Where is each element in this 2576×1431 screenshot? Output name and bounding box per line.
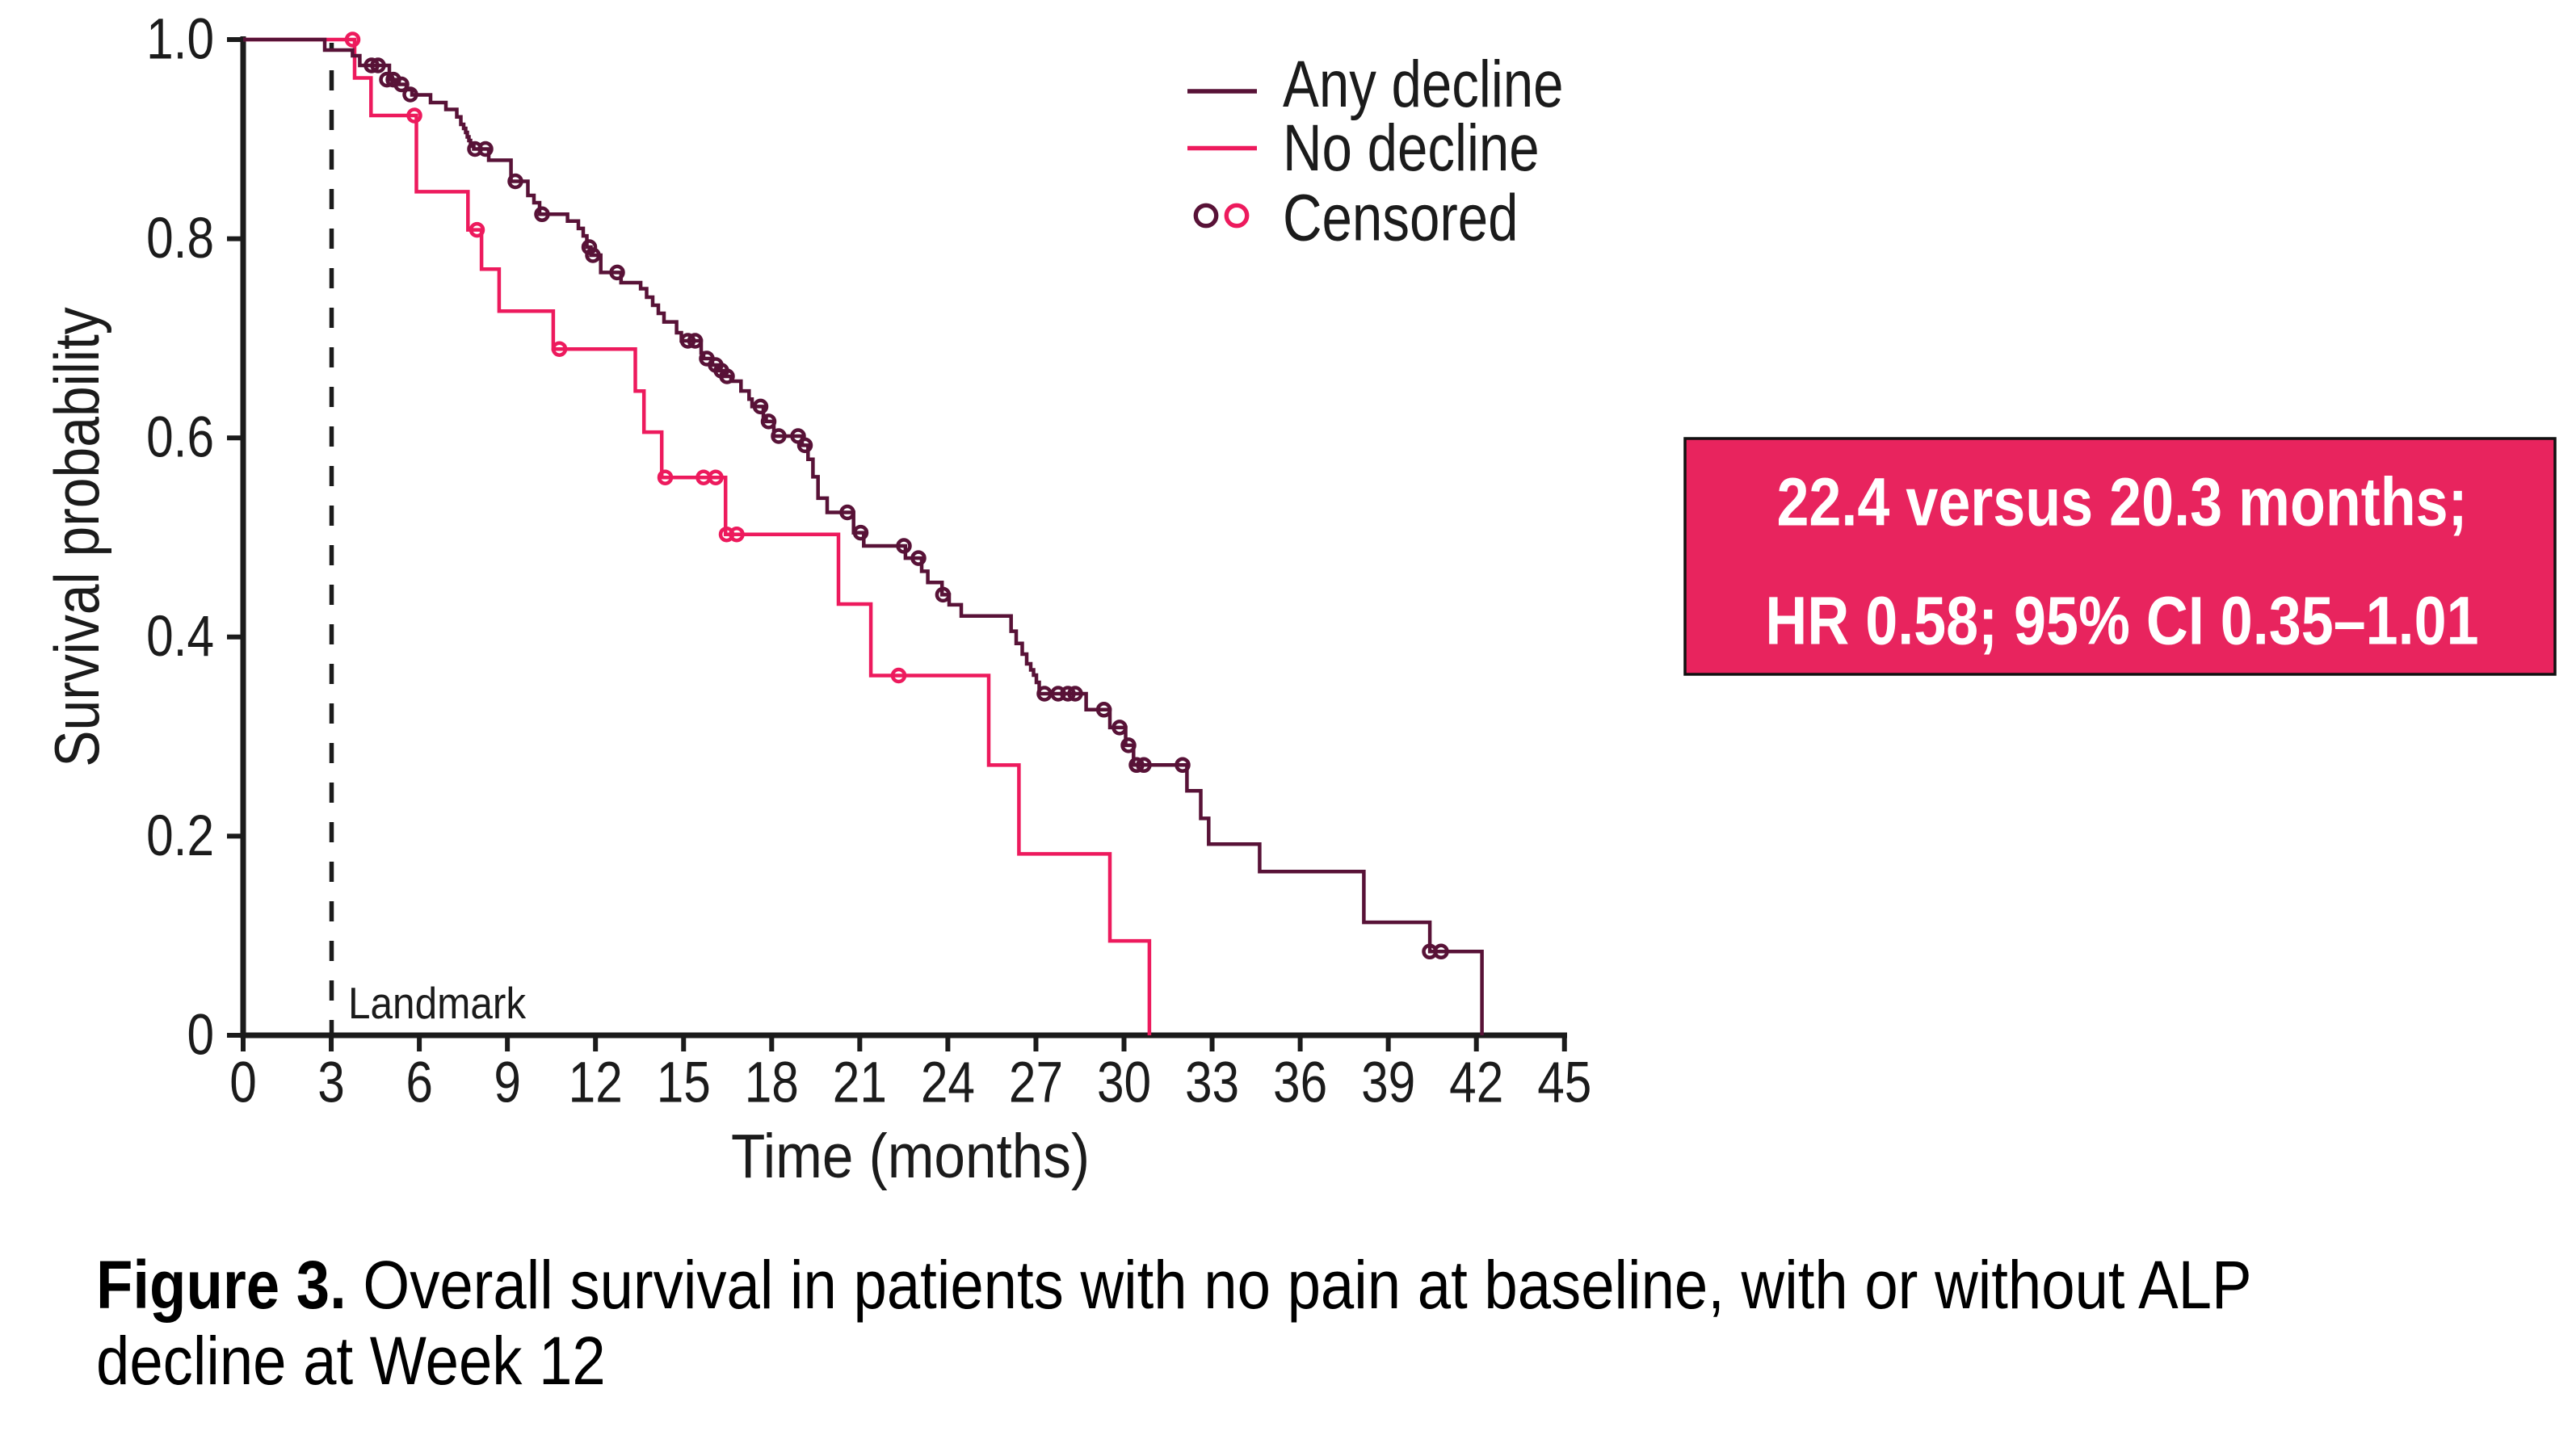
svg-text:3: 3 [317,1050,345,1114]
svg-text:22.4 versus 20.3 months;: 22.4 versus 20.3 months; [1776,464,2467,540]
svg-text:15: 15 [657,1050,711,1114]
svg-text:27: 27 [1009,1050,1063,1114]
svg-text:45: 45 [1537,1050,1591,1114]
svg-text:21: 21 [833,1050,887,1114]
svg-text:1.0: 1.0 [146,6,214,71]
svg-text:33: 33 [1185,1050,1239,1114]
svg-text:HR 0.58; 95% CI 0.35–1.01: HR 0.58; 95% CI 0.35–1.01 [1765,582,2478,659]
svg-text:No decline: No decline [1283,111,1540,185]
svg-text:Survival probability: Survival probability [43,307,112,767]
svg-text:Figure 3. Overall survival in: Figure 3. Overall survival in patients w… [96,1247,2252,1323]
svg-text:0.6: 0.6 [146,405,214,469]
svg-text:Time (months): Time (months) [731,1122,1090,1191]
svg-text:Landmark: Landmark [348,980,527,1029]
svg-text:30: 30 [1097,1050,1151,1114]
svg-text:42: 42 [1449,1050,1503,1114]
svg-text:0.4: 0.4 [146,604,214,669]
svg-text:12: 12 [569,1050,623,1114]
svg-text:6: 6 [406,1050,433,1114]
svg-text:Censored: Censored [1283,180,1518,254]
svg-text:Any decline: Any decline [1283,47,1564,121]
svg-text:24: 24 [921,1050,975,1114]
svg-text:18: 18 [745,1050,799,1114]
svg-text:0.2: 0.2 [146,803,214,867]
svg-text:0.8: 0.8 [146,205,214,270]
svg-text:9: 9 [494,1050,521,1114]
svg-text:0: 0 [229,1050,257,1114]
svg-text:0: 0 [187,1002,214,1067]
svg-text:decline at Week 12: decline at Week 12 [96,1323,606,1399]
svg-text:39: 39 [1361,1050,1415,1114]
svg-text:36: 36 [1273,1050,1327,1114]
